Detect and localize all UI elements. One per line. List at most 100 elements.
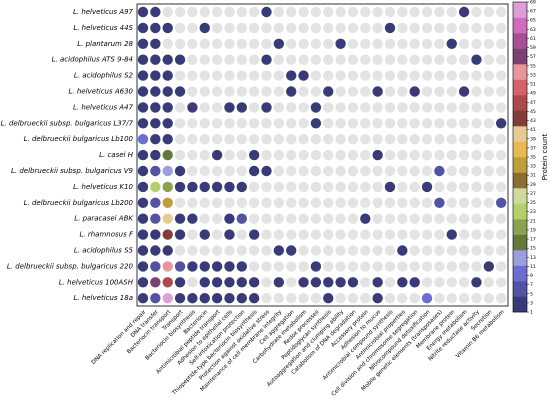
absent-dot: [199, 134, 210, 145]
absent-dot: [248, 118, 260, 129]
absent-dot: [174, 38, 186, 49]
dot: [162, 293, 173, 304]
colorbar-segment: [513, 141, 527, 158]
absent-dot: [310, 38, 322, 49]
absent-dot: [323, 134, 334, 145]
absent-dot: [471, 197, 482, 208]
absent-dot: [372, 181, 383, 193]
absent-dot: [347, 245, 359, 256]
absent-dot: [495, 213, 507, 224]
dot: [174, 293, 186, 304]
absent-dot: [174, 22, 186, 34]
absent-dot: [384, 197, 396, 208]
absent-dot: [261, 229, 272, 240]
absent-dot: [298, 197, 309, 208]
absent-dot: [187, 229, 198, 240]
absent-dot: [248, 70, 260, 81]
absent-dot: [310, 70, 322, 81]
absent-dot: [236, 38, 247, 49]
absent-dot: [471, 118, 482, 129]
absent-dot: [298, 54, 309, 65]
absent-dot: [224, 22, 235, 34]
colorbar-tick-label: 1: [530, 310, 533, 316]
absent-dot: [397, 102, 408, 113]
absent-dot: [421, 165, 433, 177]
absent-dot: [273, 86, 285, 97]
dot: [248, 229, 260, 240]
absent-dot: [211, 118, 223, 129]
absent-dot: [248, 181, 260, 193]
absent-dot: [224, 245, 235, 256]
absent-dot: [483, 54, 494, 65]
absent-dot: [384, 102, 396, 113]
dot: [323, 277, 334, 288]
colorbar-tick-label: 15: [530, 246, 536, 252]
absent-dot: [397, 181, 408, 193]
absent-dot: [446, 181, 457, 193]
absent-dot: [458, 213, 470, 224]
dot: [162, 165, 173, 177]
absent-dot: [211, 134, 223, 145]
dot: [137, 181, 149, 193]
absent-dot: [273, 134, 285, 145]
absent-dot: [360, 86, 371, 97]
absent-dot: [483, 22, 494, 34]
absent-dot: [384, 86, 396, 97]
absent-dot: [335, 54, 346, 65]
absent-dot: [335, 197, 346, 208]
colorbar-tick-label: 51: [530, 82, 536, 88]
absent-dot: [347, 134, 359, 145]
absent-dot: [384, 165, 396, 177]
absent-dot: [409, 70, 420, 81]
absent-dot: [347, 213, 359, 224]
absent-dot: [434, 149, 445, 161]
dot: [137, 245, 149, 256]
dot: [187, 102, 198, 113]
absent-dot: [471, 70, 482, 81]
absent-dot: [248, 261, 260, 272]
dot: [211, 261, 223, 272]
absent-dot: [273, 6, 285, 18]
dot: [137, 6, 149, 18]
absent-dot: [471, 293, 482, 304]
absent-dot: [421, 54, 433, 65]
absent-dot: [261, 86, 272, 97]
absent-dot: [323, 102, 334, 113]
absent-dot: [483, 149, 494, 161]
dot: [211, 277, 223, 288]
absent-dot: [174, 102, 186, 113]
absent-dot: [495, 181, 507, 193]
absent-dot: [397, 54, 408, 65]
absent-dot: [446, 245, 457, 256]
dot: [224, 213, 235, 224]
row-label: L. helveticus 100ASH: [59, 278, 134, 286]
colorbar-segment: [513, 281, 527, 297]
dot: [137, 261, 149, 272]
colorbar-segment: [513, 203, 527, 220]
absent-dot: [483, 118, 494, 129]
absent-dot: [372, 6, 383, 18]
dot: [248, 277, 260, 288]
dot: [137, 229, 149, 240]
absent-dot: [372, 197, 383, 208]
colorbar-tick-label: 69: [530, 0, 536, 6]
absent-dot: [310, 165, 322, 177]
absent-dot: [458, 277, 470, 288]
dot: [199, 261, 210, 272]
dot: [174, 181, 186, 193]
absent-dot: [409, 213, 420, 224]
colorbar-label: Protein count: [541, 133, 549, 180]
dot: [174, 229, 186, 240]
colorbar-tick-label: 37: [530, 145, 536, 151]
dot: [162, 118, 173, 129]
absent-dot: [211, 70, 223, 81]
colorbar-tick-label: 49: [530, 91, 536, 97]
dot: [236, 261, 247, 272]
absent-dot: [273, 70, 285, 81]
dot: [137, 293, 149, 304]
absent-dot: [174, 70, 186, 81]
absent-dot: [199, 86, 210, 97]
dot: [150, 70, 161, 81]
absent-dot: [236, 54, 247, 65]
dot: [495, 197, 507, 208]
